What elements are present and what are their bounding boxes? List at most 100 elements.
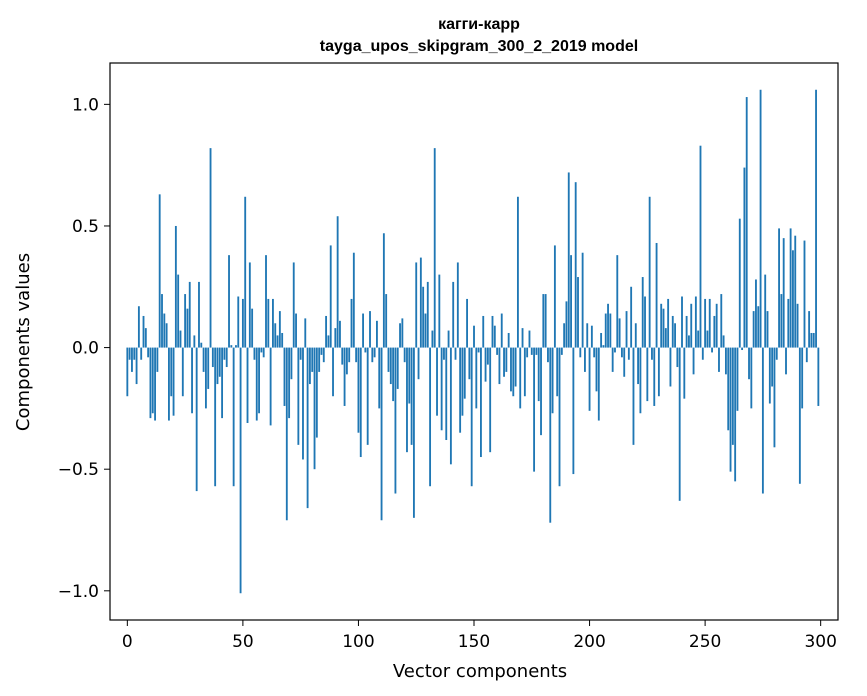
bar	[438, 274, 441, 348]
bar	[493, 325, 496, 348]
bar	[378, 347, 381, 409]
bar	[144, 328, 147, 348]
bar	[512, 347, 515, 397]
bar	[604, 313, 607, 348]
bar	[447, 330, 450, 348]
bar	[731, 347, 734, 445]
bar	[260, 347, 263, 353]
bar	[537, 347, 540, 402]
bar	[410, 347, 413, 445]
bar	[699, 145, 702, 348]
bar	[470, 347, 473, 487]
bar	[745, 97, 748, 348]
bar	[757, 306, 760, 348]
bar	[738, 218, 741, 348]
bar	[140, 347, 143, 360]
bar	[269, 347, 272, 426]
bar	[669, 347, 672, 387]
bar	[449, 347, 452, 465]
bar	[272, 298, 274, 348]
bar	[743, 167, 746, 348]
x-axis-ticks: 0 50 100 150 200 250 300	[122, 620, 837, 652]
y-tick-label: 0.0	[72, 339, 99, 359]
bar	[184, 294, 187, 348]
bar	[579, 347, 582, 358]
bar	[318, 347, 321, 372]
bar	[768, 347, 771, 404]
bar	[748, 347, 750, 380]
bar	[135, 347, 138, 385]
bar	[297, 347, 300, 445]
bar	[207, 347, 210, 389]
bar	[491, 315, 494, 348]
chart-subtitle: tayga_upos_skipgram_300_2_2019 model	[320, 38, 638, 55]
bar	[456, 262, 459, 348]
bar	[586, 323, 589, 348]
bar	[708, 298, 711, 348]
y-tick-label: 0.5	[72, 217, 99, 237]
bar	[221, 347, 224, 419]
bar	[486, 347, 489, 365]
bar	[653, 347, 656, 406]
bar	[623, 347, 626, 377]
bar	[618, 318, 621, 348]
bar	[482, 315, 485, 348]
bar	[320, 347, 323, 355]
bar	[792, 250, 794, 348]
bar	[165, 323, 168, 348]
bar	[690, 303, 693, 348]
bar	[764, 274, 767, 348]
bar	[727, 347, 730, 431]
bar	[500, 313, 503, 348]
bar	[376, 320, 378, 348]
bar	[204, 347, 207, 409]
bar	[417, 347, 420, 380]
bar	[560, 347, 563, 355]
bar	[593, 347, 596, 358]
bar	[436, 347, 438, 416]
bar	[151, 347, 154, 414]
bar	[782, 238, 785, 348]
bar	[755, 279, 757, 348]
bar	[350, 298, 353, 348]
bar	[664, 328, 667, 348]
bar	[805, 347, 808, 363]
y-axis-ticks: −1.0 −0.5 0.0 0.5 1.0	[58, 95, 110, 602]
bar	[403, 347, 406, 363]
bar	[415, 262, 418, 348]
bar	[195, 347, 198, 492]
bar	[422, 286, 425, 348]
bar	[794, 235, 797, 348]
bar	[329, 245, 332, 348]
bar	[387, 347, 390, 372]
bar	[637, 347, 640, 385]
bar	[258, 347, 260, 414]
bar	[443, 347, 445, 360]
bar	[588, 347, 591, 411]
bar	[327, 335, 330, 348]
bar	[198, 281, 200, 348]
bar	[232, 347, 235, 487]
bar	[535, 347, 538, 355]
bar	[565, 301, 568, 348]
bar	[750, 347, 753, 409]
bar	[473, 325, 475, 348]
bar	[463, 347, 466, 399]
bar	[168, 347, 170, 421]
bar	[454, 347, 457, 360]
bar	[722, 335, 725, 348]
x-tick-label: 150	[458, 632, 490, 652]
bar	[574, 182, 577, 348]
bar	[265, 255, 267, 348]
bar	[246, 347, 249, 423]
bar	[149, 347, 152, 419]
bar	[667, 298, 670, 348]
bar	[489, 347, 492, 453]
bar	[299, 347, 302, 360]
bar	[516, 196, 519, 348]
bar	[567, 172, 570, 348]
bar	[202, 347, 205, 372]
bar	[496, 347, 499, 355]
x-tick-label: 200	[573, 632, 605, 652]
bar	[581, 252, 584, 348]
